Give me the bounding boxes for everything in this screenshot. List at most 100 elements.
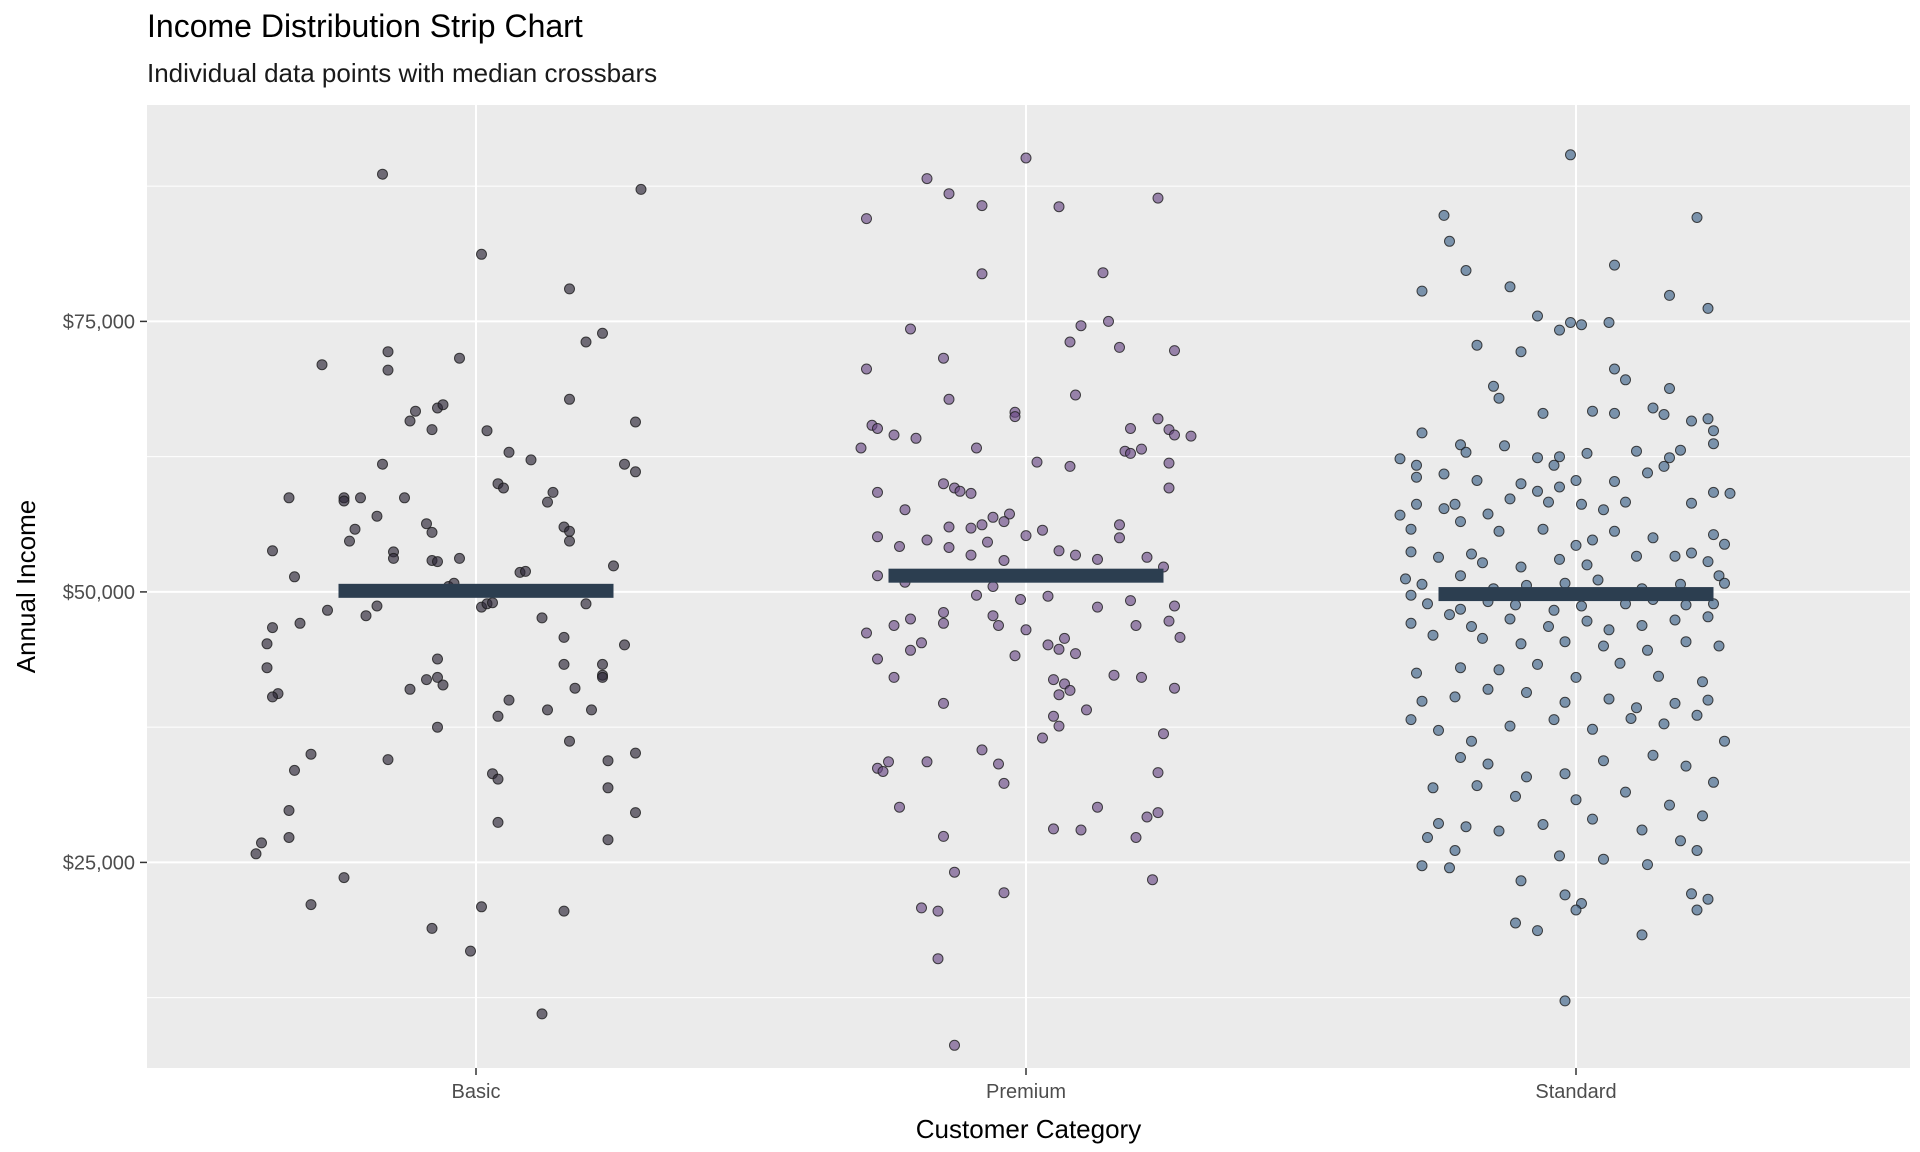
data-point-premium bbox=[1147, 874, 1158, 886]
data-point-standard bbox=[1680, 760, 1692, 772]
data-point-standard bbox=[1631, 445, 1642, 457]
data-point-premium bbox=[1103, 315, 1114, 327]
data-point-premium bbox=[910, 432, 922, 444]
data-point-premium bbox=[1059, 632, 1070, 644]
data-point-standard bbox=[1466, 548, 1477, 560]
data-point-basic bbox=[421, 518, 432, 530]
data-point-standard bbox=[1680, 599, 1692, 611]
data-point-premium bbox=[1108, 669, 1120, 681]
data-point-basic bbox=[602, 755, 614, 767]
data-point-standard bbox=[1394, 509, 1406, 521]
data-point-basic bbox=[536, 1008, 548, 1020]
data-point-basic bbox=[542, 704, 553, 716]
data-point-basic bbox=[283, 492, 295, 504]
data-point-standard bbox=[1565, 149, 1576, 161]
data-point-premium bbox=[1020, 530, 1032, 542]
data-point-standard bbox=[1444, 862, 1455, 874]
data-point-standard bbox=[1422, 598, 1433, 610]
data-point-standard bbox=[1609, 363, 1620, 375]
data-point-standard bbox=[1510, 790, 1521, 802]
data-point-standard bbox=[1631, 702, 1642, 714]
data-point-standard bbox=[1636, 929, 1648, 941]
data-point-standard bbox=[1614, 657, 1626, 669]
data-point-premium bbox=[1185, 430, 1197, 442]
data-point-standard bbox=[1532, 485, 1543, 497]
data-point-premium bbox=[938, 697, 949, 709]
data-point-premium bbox=[943, 521, 955, 533]
median-crossbar-premium bbox=[888, 568, 1164, 583]
data-point-basic bbox=[602, 834, 614, 846]
data-point-basic bbox=[619, 458, 630, 470]
data-point-standard bbox=[1675, 444, 1686, 456]
data-point-basic bbox=[476, 248, 487, 260]
data-point-standard bbox=[1697, 810, 1708, 822]
data-point-basic bbox=[404, 683, 416, 695]
data-point-standard bbox=[1416, 427, 1428, 439]
data-point-standard bbox=[1686, 497, 1697, 509]
data-point-standard bbox=[1587, 534, 1598, 546]
data-point-standard bbox=[1504, 281, 1516, 293]
data-point-premium bbox=[965, 549, 977, 561]
data-point-premium bbox=[976, 744, 988, 756]
data-point-standard bbox=[1488, 380, 1499, 392]
data-point-standard bbox=[1493, 525, 1505, 537]
data-point-basic bbox=[432, 556, 443, 568]
data-point-standard bbox=[1554, 481, 1565, 493]
data-point-basic bbox=[492, 710, 504, 722]
data-point-basic bbox=[377, 168, 388, 180]
data-point-basic bbox=[404, 415, 416, 427]
data-point-basic bbox=[536, 612, 548, 624]
data-point-standard bbox=[1680, 636, 1692, 648]
data-point-standard bbox=[1405, 617, 1417, 629]
data-point-basic bbox=[399, 492, 410, 504]
data-point-premium bbox=[1048, 710, 1059, 722]
data-point-standard bbox=[1482, 758, 1494, 770]
data-point-premium bbox=[987, 610, 999, 622]
data-point-standard bbox=[1504, 720, 1516, 732]
data-point-premium bbox=[982, 536, 993, 548]
data-point-standard bbox=[1559, 889, 1571, 901]
data-point-basic bbox=[267, 545, 278, 557]
data-point-basic bbox=[503, 694, 515, 706]
data-point-standard bbox=[1460, 265, 1472, 276]
chart-title: Income Distribution Strip Chart bbox=[147, 8, 583, 44]
data-point-basic bbox=[382, 754, 394, 766]
data-point-basic bbox=[602, 782, 614, 794]
data-point-standard bbox=[1570, 904, 1582, 916]
data-point-standard bbox=[1548, 459, 1560, 471]
data-point-premium bbox=[943, 393, 955, 405]
data-point-standard bbox=[1653, 670, 1664, 682]
data-point-premium bbox=[1031, 456, 1043, 468]
data-point-premium bbox=[894, 541, 905, 552]
data-point-standard bbox=[1620, 374, 1631, 386]
data-point-standard bbox=[1598, 853, 1609, 865]
data-point-premium bbox=[1064, 460, 1076, 472]
data-point-basic bbox=[410, 405, 421, 417]
data-point-standard bbox=[1620, 786, 1631, 798]
data-point-standard bbox=[1455, 439, 1466, 451]
data-point-standard bbox=[1559, 995, 1571, 1007]
data-point-standard bbox=[1455, 603, 1466, 615]
data-point-basic bbox=[305, 899, 317, 911]
data-point-basic bbox=[267, 622, 278, 634]
data-point-premium bbox=[965, 487, 977, 499]
data-point-standard bbox=[1444, 235, 1455, 247]
data-point-basic bbox=[465, 945, 476, 957]
data-point-premium bbox=[905, 323, 916, 335]
data-point-standard bbox=[1664, 383, 1675, 394]
x-tick-label: Premium bbox=[986, 1081, 1066, 1103]
data-point-standard bbox=[1620, 496, 1631, 508]
data-point-standard bbox=[1532, 310, 1543, 322]
data-point-basic bbox=[558, 658, 570, 670]
data-point-premium bbox=[1163, 615, 1175, 627]
data-point-standard bbox=[1455, 662, 1466, 674]
data-point-standard bbox=[1664, 289, 1675, 301]
data-point-premium bbox=[1136, 443, 1147, 455]
data-point-standard bbox=[1427, 782, 1439, 794]
data-point-premium bbox=[1053, 720, 1065, 732]
data-point-basic bbox=[564, 525, 575, 537]
y-axis-title: Annual Income bbox=[11, 500, 41, 673]
data-point-standard bbox=[1515, 638, 1527, 650]
data-point-premium bbox=[976, 268, 988, 280]
data-point-standard bbox=[1532, 658, 1543, 670]
